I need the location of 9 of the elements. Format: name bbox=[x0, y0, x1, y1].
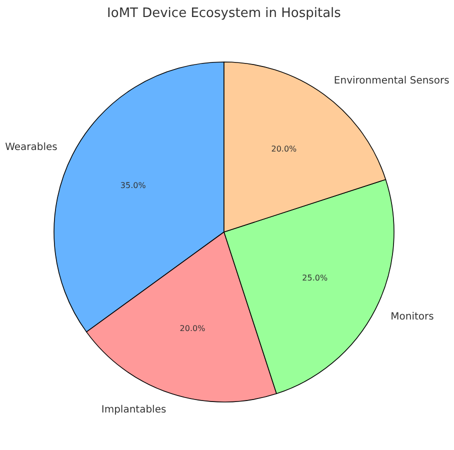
data-label: 20.0% bbox=[271, 144, 298, 154]
data-label: 25.0% bbox=[302, 273, 328, 282]
slice-label: Environmental Sensors bbox=[334, 75, 450, 86]
data-label: 35.0% bbox=[120, 180, 146, 190]
slice-label: Implantables bbox=[101, 404, 166, 416]
chart-title: IoMT Device Ecosystem in Hospitals bbox=[107, 6, 342, 21]
slice-label: Wearables bbox=[5, 142, 58, 153]
data-label: 20.0% bbox=[180, 324, 206, 334]
slice-label: Monitors bbox=[390, 312, 434, 323]
